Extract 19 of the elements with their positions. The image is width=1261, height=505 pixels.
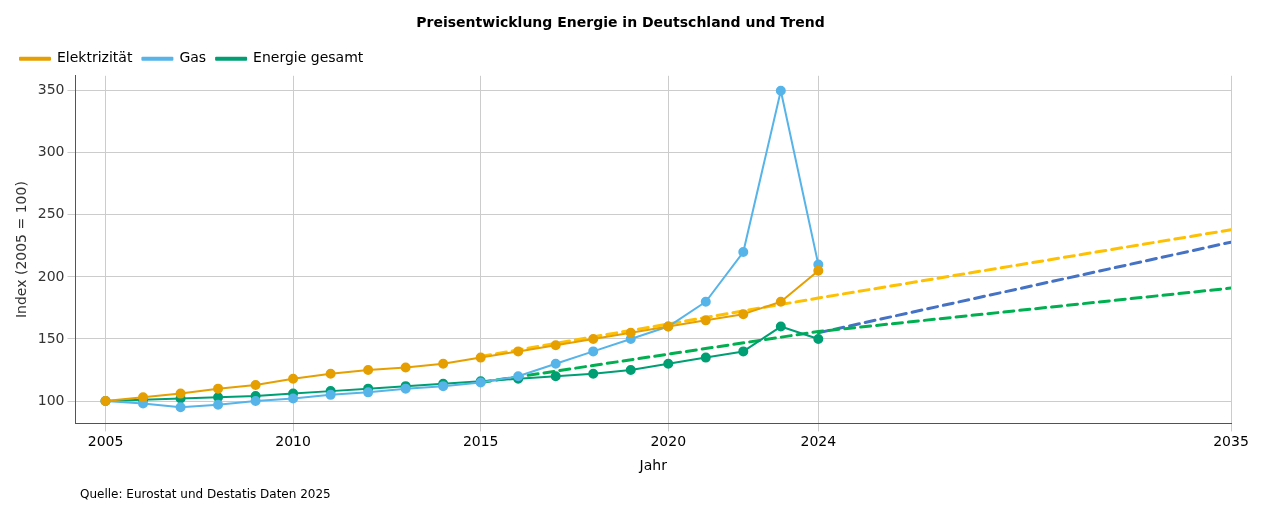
source-note: Quelle: Eurostat und Destatis Daten 2025 <box>80 487 331 502</box>
x-axis-title: Jahr <box>638 457 668 474</box>
y-tick-label: 150 <box>37 329 65 346</box>
legend-label: Gas <box>179 49 207 66</box>
y-tick-label: 200 <box>37 267 65 284</box>
y-tick-label: 100 <box>37 391 65 408</box>
x-tick-label: 2035 <box>1213 433 1249 450</box>
legend-label: Energie gesamt <box>253 49 364 66</box>
y-tick-label: 300 <box>37 143 65 160</box>
x-tick-label: 2020 <box>650 433 687 450</box>
y-axis-title: Index (2005 = 100) <box>13 181 30 319</box>
x-tick-label: 2015 <box>462 433 499 450</box>
x-tick-label: 2010 <box>275 433 311 450</box>
x-tick-label: 2024 <box>800 433 837 450</box>
chart-title: Preisentwicklung Energie in Deutschland und Trend <box>416 14 825 31</box>
x-tick-label: 2005 <box>87 433 124 450</box>
y-tick-label: 350 <box>37 81 65 98</box>
y-tick-label: 250 <box>37 205 65 222</box>
legend-label: Elektrizität <box>57 49 133 66</box>
